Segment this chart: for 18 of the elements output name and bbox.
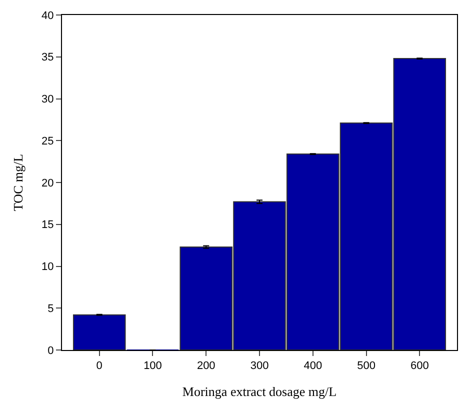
x-axis-title: Moringa extract dosage mg/L (182, 384, 337, 399)
y-tick-label: 0 (48, 344, 54, 357)
x-tick-label: 400 (304, 360, 322, 372)
x-tick-label: 200 (196, 360, 216, 372)
y-tick-label: 25 (42, 135, 54, 148)
y-tick-label: 30 (42, 94, 54, 106)
y-tick-label: 40 (42, 10, 54, 22)
x-tick-label: 500 (357, 360, 376, 372)
x-tick-label: 100 (144, 360, 162, 372)
y-tick-label: 5 (48, 302, 54, 315)
x-tick-label: 300 (250, 360, 269, 372)
y-tick-label: 10 (42, 261, 54, 274)
y-tick-label: 15 (42, 219, 54, 232)
x-tick-label: 600 (410, 360, 429, 372)
y-tick-label: 35 (42, 52, 54, 64)
x-tick-label: 0 (96, 360, 102, 372)
y-axis-title: TOC mg/L (10, 154, 26, 212)
y-tick-label: 20 (42, 177, 54, 190)
